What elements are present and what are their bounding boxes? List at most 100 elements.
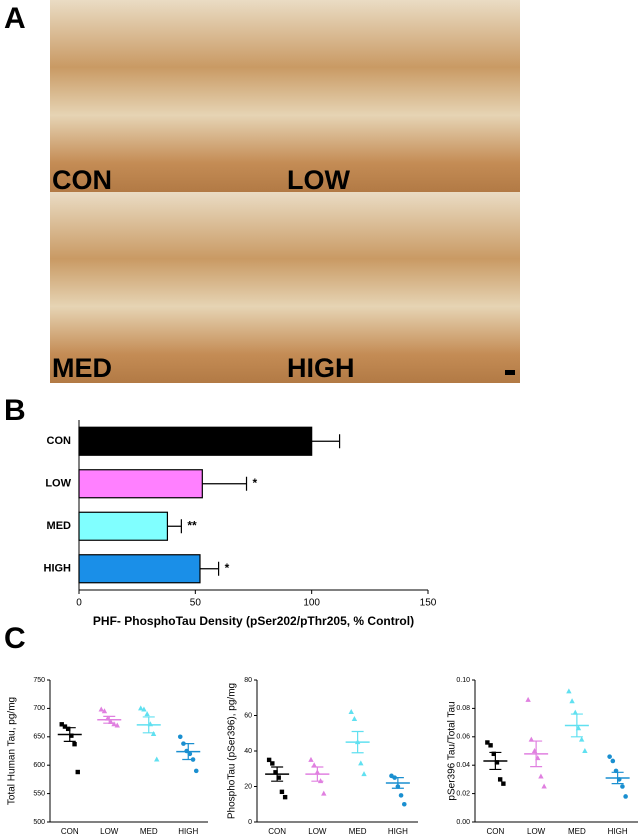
data-point [501,781,506,786]
data-point [266,757,272,763]
error-bar [167,519,182,534]
data-point [65,726,71,732]
data-point [154,756,160,762]
bar [78,554,201,584]
x-tick-label: LOW [527,827,546,836]
y-tick-label: 550 [33,790,45,797]
y-tick-label: 0.00 [456,819,470,826]
y-tick-label: 750 [33,677,45,684]
micrograph [50,192,285,383]
data-point [623,794,628,799]
x-tick-label: HIGH [608,827,628,836]
image-label: LOW [287,165,350,195]
data-point [69,733,74,738]
scale-bar [505,370,515,375]
y-tick-label: 0.04 [456,762,470,769]
micrograph [285,192,520,383]
data-point [401,801,407,807]
image-label: HIGH [287,353,355,383]
x-tick-label: 50 [190,598,202,609]
y-tick-label: HIGH [44,563,72,575]
x-tick-label: MED [140,827,158,836]
y-tick-label: LOW [45,478,71,490]
data-point [607,754,612,759]
data-point [348,708,354,714]
data-point [72,741,77,747]
micrograph [50,0,285,192]
error-bar [351,730,364,754]
data-point [485,740,490,745]
data-point [491,751,496,757]
significance-label: * [225,561,230,575]
error-bar [311,766,324,782]
x-tick-label: 150 [420,598,437,609]
y-tick-label: 700 [33,705,45,712]
y-tick-label: 650 [33,734,45,741]
error-bar [611,771,624,785]
data-point [282,794,288,800]
y-axis-label: pSer396 Tau/Total Tau [447,701,458,800]
data-point [114,722,120,728]
data-point [525,696,531,702]
y-tick-label: 60 [244,712,252,719]
data-point [59,722,64,727]
significance-label: ** [187,518,197,532]
data-point [572,709,578,715]
data-point [111,721,117,727]
image-label: MED [52,353,112,383]
x-tick-label: MED [568,827,586,836]
panel-label: A [4,2,26,35]
panel-label: C [4,622,26,655]
y-axis-label: PhosphoTau (pSer396), pg/mg [227,683,238,819]
x-tick-label: 100 [303,598,320,609]
data-point [578,736,585,742]
y-tick-label: 20 [244,783,252,790]
micrographs: CON LOW MED HIGH [50,0,520,383]
y-tick-label: 0 [248,819,252,826]
error-bar [182,743,195,761]
data-point [177,734,183,740]
y-tick-label: 600 [33,762,45,769]
data-point [566,688,572,694]
bar [78,426,313,456]
x-tick-label: LOW [100,827,119,836]
data-point [308,756,314,762]
data-point [276,775,281,780]
x-tick-label: HIGH [178,827,198,836]
data-point [101,708,108,714]
micrograph [285,0,520,192]
data-point [541,783,547,789]
data-point [141,706,147,712]
data-point [138,705,144,711]
data-point [193,768,199,774]
data-point [620,784,625,789]
x-tick-label: MED [349,827,367,836]
data-point [610,758,616,764]
data-point [75,769,80,775]
y-axis-label: Total Human Tau, pg/mg [7,697,18,805]
x-axis-label: PHF- PhosphoTau Density (pSer202/pThr205… [93,614,414,628]
x-tick-label: LOW [308,827,327,836]
x-tick-label: CON [61,827,79,836]
y-tick-label: 0.08 [456,705,470,712]
x-tick-label: HIGH [388,827,408,836]
data-point [398,793,404,798]
data-point [62,724,68,729]
error-bar [202,476,248,491]
image-label: CON [52,165,112,195]
y-tick-label: CON [47,435,72,447]
data-point [279,789,285,795]
data-point [270,761,275,766]
data-point [321,790,327,796]
data-point [494,760,500,765]
x-tick-label: CON [268,827,286,836]
data-point [361,771,367,777]
data-point [144,711,150,717]
error-bar [311,434,341,449]
error-bar [63,727,76,742]
data-point [273,770,278,775]
data-point [569,698,575,704]
data-point [150,730,157,736]
error-bar [530,740,543,768]
